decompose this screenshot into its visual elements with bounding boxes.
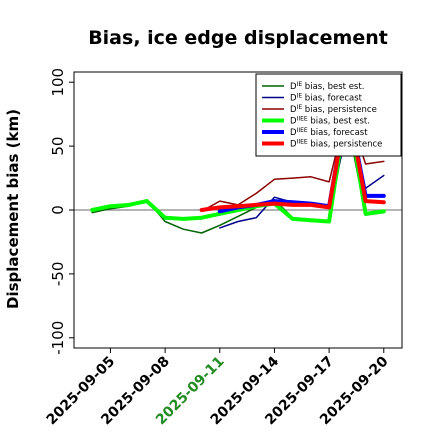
chart-title: Bias, ice edge displacement [88,27,388,49]
y-tick-label: 50 [49,137,67,156]
legend-label-4: DIIEE bias, best est. [290,116,370,127]
y-tick-label: 0 [49,205,67,215]
legend-label-2: DIE bias, forecast [290,93,363,104]
legend-label-3: DIE bias, persistence [290,104,377,115]
legend-label-6: DIIEE bias, persistence [290,139,382,150]
legend-label-5: DIIEE bias, forecast [290,127,368,138]
y-tick-label: 100 [49,68,67,97]
y-tick-label: -100 [49,321,67,355]
legend-label-1: DIE bias, best est. [290,81,364,92]
legend: DIE bias, best est.DIE bias, forecastDIE… [255,73,402,157]
y-axis-label: Displacement bias (km) [4,109,22,309]
y-tick-label: -50 [49,262,67,287]
